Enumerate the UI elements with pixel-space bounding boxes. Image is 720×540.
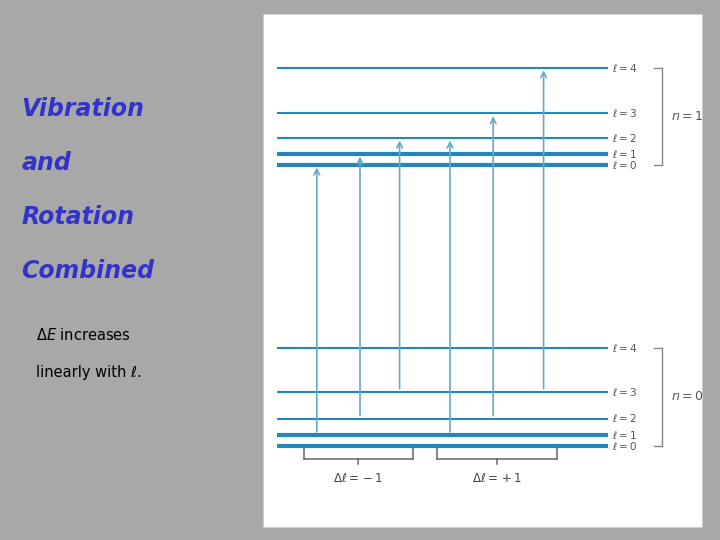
Text: $\Delta\ell = +1$: $\Delta\ell = +1$ [472, 472, 522, 485]
Text: linearly with ℓ.: linearly with ℓ. [36, 364, 142, 380]
Text: $n = 1$: $n = 1$ [671, 110, 703, 123]
Text: $\ell = 3$: $\ell = 3$ [612, 107, 637, 119]
Text: $n = 0$: $n = 0$ [671, 390, 703, 403]
Text: $\ell = 1$: $\ell = 1$ [612, 148, 637, 160]
Text: $\ell = 2$: $\ell = 2$ [612, 132, 636, 144]
Text: $\ell = 3$: $\ell = 3$ [612, 386, 637, 397]
Text: $\ell = 4$: $\ell = 4$ [612, 62, 637, 73]
Text: $\ell = 4$: $\ell = 4$ [612, 342, 637, 354]
Text: $\Delta\ell = -1$: $\Delta\ell = -1$ [333, 472, 383, 485]
Text: Vibration: Vibration [22, 97, 145, 121]
Text: $\ell = 0$: $\ell = 0$ [612, 159, 637, 171]
Text: and: and [22, 151, 71, 175]
Text: $\Delta E$ increases: $\Delta E$ increases [36, 327, 131, 343]
Text: $\ell = 2$: $\ell = 2$ [612, 413, 636, 424]
Text: $\ell = 0$: $\ell = 0$ [612, 440, 637, 451]
Text: $\ell = 1$: $\ell = 1$ [612, 429, 637, 441]
Text: Combined: Combined [22, 259, 155, 283]
Text: Rotation: Rotation [22, 205, 135, 229]
FancyBboxPatch shape [263, 14, 702, 526]
